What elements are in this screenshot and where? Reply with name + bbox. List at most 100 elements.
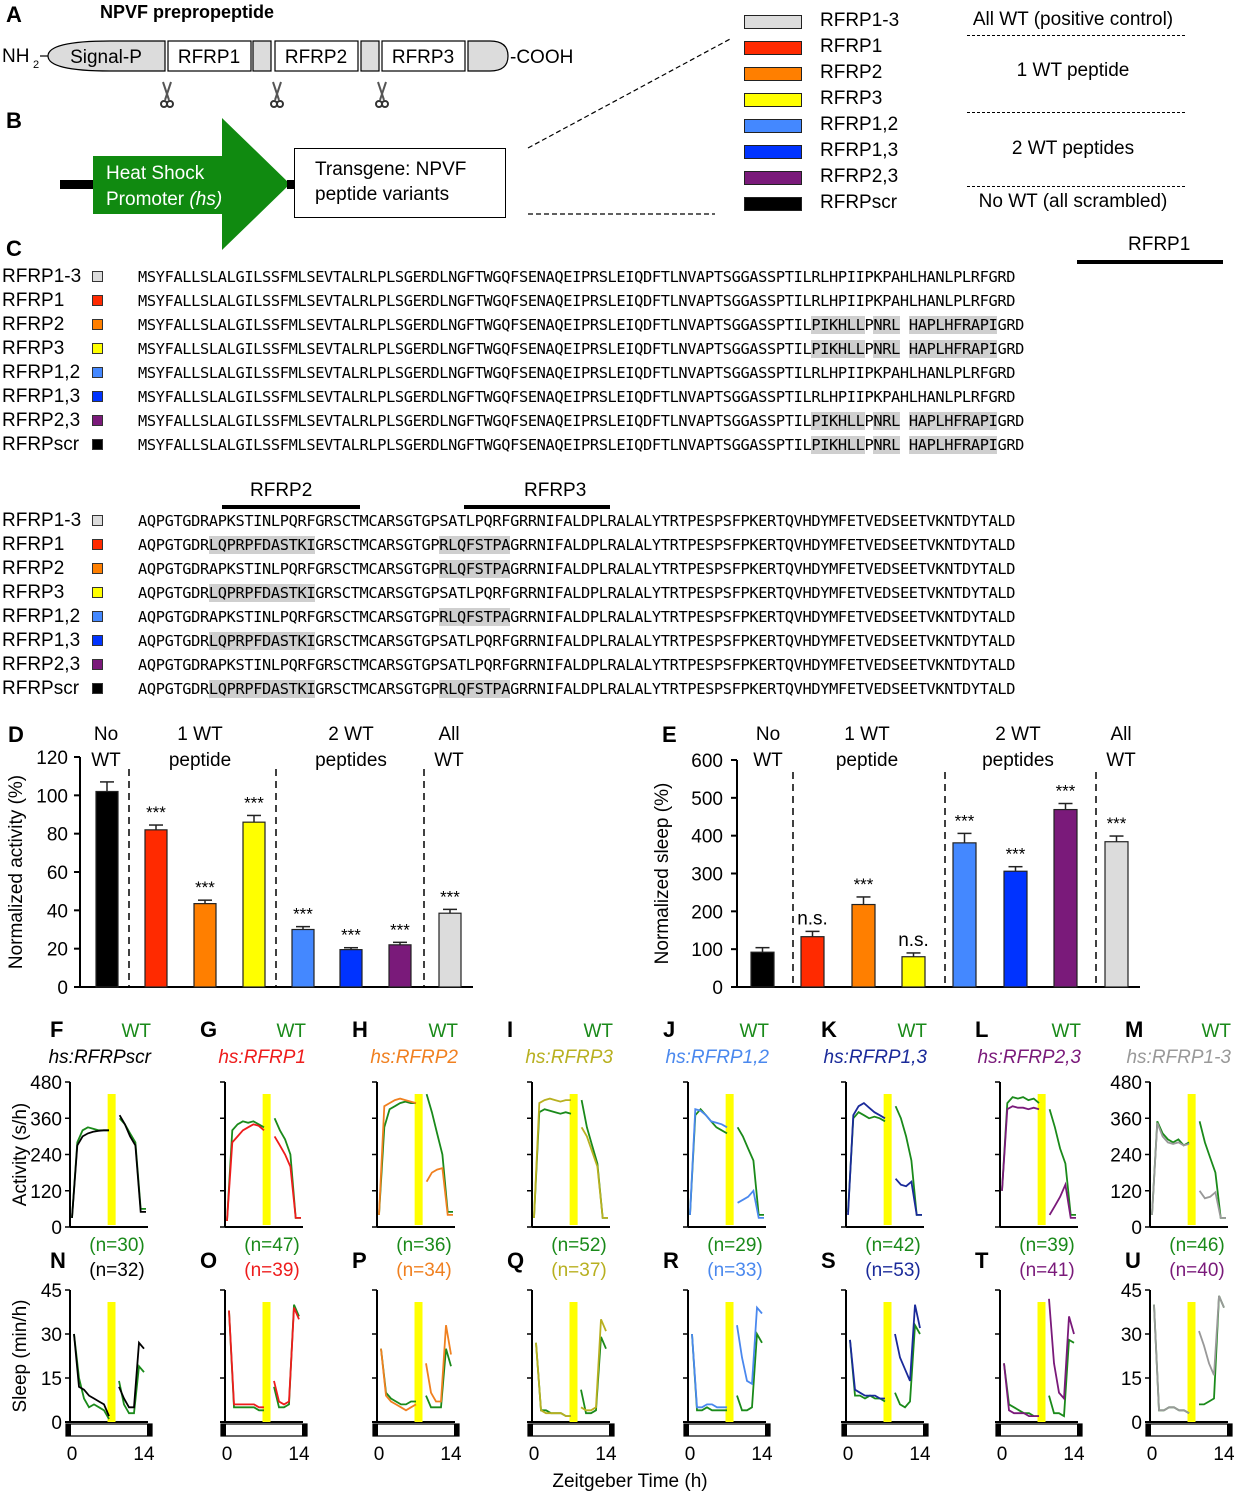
legend-swatch (744, 197, 802, 211)
panel-letter: U (1125, 1248, 1141, 1273)
y-tick-label: 45 (1121, 1281, 1142, 1302)
panel-letter: I (507, 1017, 513, 1042)
significance-label: *** (955, 811, 975, 830)
activity-panel-H: H WT hs:RFRP2 (n=36) (352, 1017, 458, 1256)
sleep-panel-N: N (n=32) 0 15 30 45 0 14 (41, 1248, 155, 1465)
scrambled-segment: HAPLHFRAPI (908, 316, 998, 334)
genotype-label: hs:RFRPscr (49, 1047, 152, 1068)
sequence-segment: AQPGTGDR (138, 584, 209, 602)
significance-label: *** (146, 803, 166, 822)
heat-shock-pulse (107, 1302, 116, 1422)
legend-swatch (744, 93, 802, 107)
scrambled-segment: HAPLHFRAPI (908, 436, 998, 454)
legend-swatch (744, 119, 802, 133)
signal-peptide-label: Signal-P (70, 47, 142, 68)
sequence-segment: GRRNIFALDPLRALALYTRTPESPSFPKERTQVHDYMFET… (510, 608, 1016, 626)
trace-panels: F WT hs:RFRPscr 0 120 240 360 480 (n=30) G WT hs:RF… (10, 1017, 1235, 1492)
n-wt-label: (n=30) (89, 1235, 144, 1256)
legend-item: RFRP1,3 (742, 139, 952, 165)
legend-swatch (744, 67, 802, 81)
sequence: MSYFALLSLALGILSSFMLSEVTALRLPLSGERDLNGFTW… (138, 289, 1015, 313)
y-tick-label: 40 (47, 901, 68, 922)
alignment-row: RFRP2 AQPGTGDRAPKSTINLPQRFGRSCTMCARSGTGPR… (0, 557, 1259, 581)
x-tick-label: 0 (374, 1444, 385, 1465)
rfrp2-peptide-label: RFRP2 (250, 480, 313, 501)
activity-y-label: Activity (s/h) (10, 1103, 31, 1206)
n-transgenic-label: (n=40) (1169, 1260, 1224, 1281)
promoter-label: Heat Shock Promoter (hs) (106, 161, 222, 213)
significance-label: n.s. (898, 930, 929, 951)
legend-label: RFRP3 (820, 88, 883, 109)
group-label: All (438, 724, 459, 745)
y-tick-label: 0 (51, 1413, 62, 1434)
heat-shock-pulse (883, 1094, 892, 1225)
panel-letter: O (200, 1248, 217, 1273)
transgene-box: Transgene: NPVF peptide variants (294, 148, 506, 218)
group-label: peptides (982, 750, 1054, 771)
transgene-line2: peptide variants (315, 184, 450, 205)
alignment-row: RFRP2 MSYFALLSLALGILSSFMLSEVTALRLPLSGERDL… (0, 313, 1259, 337)
dark-period (684, 1424, 689, 1436)
transgene-construct (60, 118, 295, 250)
significance-label: *** (293, 905, 313, 924)
transgenic-trace (533, 1097, 608, 1219)
sequence-segment: GRD (997, 316, 1025, 334)
heat-shock-pulse (725, 1094, 734, 1225)
activity-bar-chart: 0 20 40 60 80 100 120 Normalized activity (%) No… (6, 724, 473, 999)
sequence-segment: GRD (997, 436, 1025, 454)
bar-RFRP2 (193, 903, 217, 988)
sequence-segment: AQPGTGDRAPKSTINLPQRFGRSCTMCARSGTGPSATLPQ… (138, 512, 1016, 530)
transgenic-trace (1151, 1122, 1226, 1219)
alignment-row: RFRP3 AQPGTGDRLQPRPFDASTKIGRSCTMCARSGTGPS… (0, 581, 1259, 605)
heat-shock-pulse (414, 1094, 423, 1225)
sequence-segment: MSYFALLSLALGILSSFMLSEVTALRLPLSGERDLNGFTW… (138, 412, 812, 430)
n-wt-label: (n=36) (396, 1235, 451, 1256)
n-transgenic-label: (n=41) (1019, 1260, 1074, 1281)
bar-RFRP1,3 (1003, 870, 1028, 988)
y-tick-label: 240 (1110, 1146, 1142, 1167)
heat-shock-pulse (725, 1302, 734, 1422)
sequence-segment: MSYFALLSLALGILSSFMLSEVTALRLPLSGERDLNGFTW… (138, 340, 812, 358)
significance-label: *** (440, 887, 460, 906)
y-tick-label: 120 (30, 1182, 62, 1203)
group-1-wt: 1 WT peptide (1016, 60, 1130, 81)
sequence: AQPGTGDRAPKSTINLPQRFGRSCTMCARSGTGPRLQFST… (138, 557, 1015, 581)
group-label: No (756, 724, 780, 745)
light-dark-bar (65, 1423, 153, 1437)
x-tick-label: 14 (1063, 1444, 1085, 1465)
alignment-row-label: RFRPscr (2, 434, 80, 455)
legend-item: RFRP3 (742, 87, 952, 113)
heat-shock-pulse (1037, 1302, 1046, 1422)
scrambled-segment: HAPLHFRAPI (908, 412, 998, 430)
rfrp2-box (274, 40, 359, 72)
sequence: MSYFALLSLALGILSSFMLSEVTALRLPLSGERDLNGFTW… (138, 361, 1015, 385)
significance-label: *** (1006, 845, 1026, 864)
legend-label: RFRP1,3 (820, 140, 899, 161)
alignment-row-swatch (92, 391, 103, 402)
x-tick-label: 0 (1147, 1444, 1158, 1465)
n-transgenic-label: (n=53) (865, 1260, 920, 1281)
sequence-segment: GRSCTMCARSGTGPSATLPQRFGRRNIFALDPLRALALYT… (315, 632, 1016, 650)
y-tick-label: 480 (30, 1073, 62, 1094)
dark-period (923, 1424, 928, 1436)
alignment-row-label: RFRP1-3 (2, 510, 82, 531)
wt-label: WT (428, 1021, 458, 1042)
significance-label: *** (1056, 782, 1076, 801)
alignment-row: RFRP1 MSYFALLSLALGILSSFMLSEVTALRLPLSGERDL… (0, 289, 1259, 313)
bar-RFRP1-3 (1104, 841, 1129, 988)
alignment-row-label: RFRP2,3 (2, 410, 81, 431)
signal-peptide-shape (47, 40, 166, 72)
sequence-segment (900, 340, 909, 358)
heat-shock-pulse (1037, 1094, 1046, 1225)
scrambled-segment: RLQFSTPA (439, 680, 511, 698)
panel-letter-a: A (6, 2, 22, 27)
sleep-panel-R: R (n=33) 0 14 (663, 1248, 773, 1465)
sequence: AQPGTGDRLQPRPFDASTKIGRSCTMCARSGTGPSATLPQ… (138, 581, 1015, 605)
legend-label: RFRP1,2 (820, 114, 899, 135)
legend-item: RFRP2 (742, 61, 952, 87)
alignment-row-swatch (92, 563, 103, 574)
legend-label: RFRPscr (820, 192, 898, 213)
x-axis-label: Zeitgeber Time (h) (552, 1471, 707, 1492)
nh2-subscript: 2 (33, 59, 39, 71)
transgenic-trace (71, 1114, 146, 1218)
